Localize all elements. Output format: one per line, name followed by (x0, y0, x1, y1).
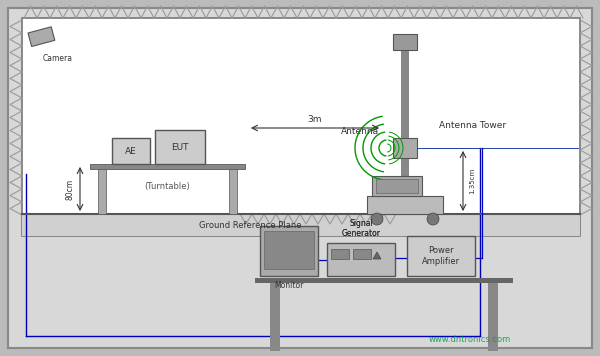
Bar (112, 138, 150, 164)
Text: (Turntable): (Turntable) (145, 182, 190, 191)
Text: Ground Reference Plane: Ground Reference Plane (199, 220, 301, 230)
Bar (393, 138, 417, 158)
Text: Signal
Generator: Signal Generator (341, 219, 380, 238)
Bar (353, 249, 371, 259)
Text: AE: AE (125, 147, 137, 156)
Circle shape (371, 213, 383, 225)
Bar (22, 214, 580, 236)
Text: 3m: 3m (308, 115, 322, 124)
Bar (260, 226, 318, 276)
Text: EUT: EUT (171, 142, 189, 152)
Text: Signal
Generator: Signal Generator (341, 219, 380, 238)
Bar (270, 283, 280, 351)
Bar (98, 169, 106, 214)
Text: Antenna Tower: Antenna Tower (439, 121, 506, 131)
Bar (407, 236, 475, 276)
Bar (401, 48, 409, 214)
Circle shape (427, 213, 439, 225)
Bar (376, 179, 418, 193)
Bar (155, 130, 205, 164)
Bar (90, 164, 245, 169)
Text: www.dntronics.com: www.dntronics.com (429, 335, 511, 345)
Bar (264, 231, 314, 269)
Text: Power
Amplifier: Power Amplifier (422, 246, 460, 266)
Bar (367, 196, 443, 214)
Bar (372, 176, 422, 196)
Bar (327, 243, 395, 276)
Bar (229, 169, 237, 214)
Text: 1.35cm: 1.35cm (469, 168, 475, 194)
Text: Monitor: Monitor (274, 281, 304, 290)
Bar (331, 249, 349, 259)
Bar (28, 27, 55, 47)
Text: Antenna: Antenna (341, 127, 379, 136)
Text: 80cm: 80cm (65, 178, 74, 200)
Bar (488, 283, 498, 351)
Text: Camera: Camera (43, 54, 73, 63)
Bar (393, 34, 417, 50)
Polygon shape (373, 252, 381, 259)
Bar (255, 278, 513, 283)
Bar (22, 18, 580, 236)
